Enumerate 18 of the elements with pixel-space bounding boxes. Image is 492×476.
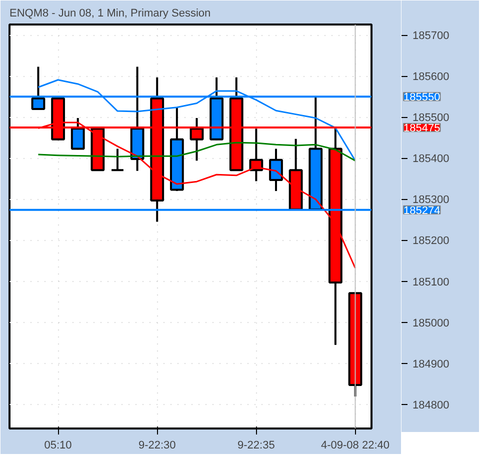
y-tick-label: 184900	[412, 358, 450, 370]
y-tick-label: 185600	[412, 71, 450, 84]
y-tick-label: 185400	[412, 153, 450, 166]
y-tick-label: 185500	[412, 112, 450, 124]
chart-title: ENQM8 - Jun 08, 1 Min, Primary Session	[10, 8, 211, 20]
y-tick-label: 185000	[412, 317, 450, 330]
x-tick-label: 05:10	[44, 440, 72, 452]
ref-line-label: 185475	[404, 122, 440, 134]
x-tick-label: 9-22:35	[238, 440, 275, 452]
ref-line-label: 185550	[404, 92, 440, 104]
y-tick-label: 185100	[412, 276, 450, 288]
y-tick-label: 185300	[412, 194, 450, 206]
ref-line-label: 185274	[404, 204, 440, 217]
x-tick-label: 4-09-08 22:40	[321, 440, 390, 452]
x-tick-label: 9-22:30	[138, 440, 176, 452]
y-tick-label: 185200	[412, 235, 450, 248]
y-tick-label: 185700	[412, 30, 450, 42]
y-tick-label: 184800	[412, 399, 450, 412]
